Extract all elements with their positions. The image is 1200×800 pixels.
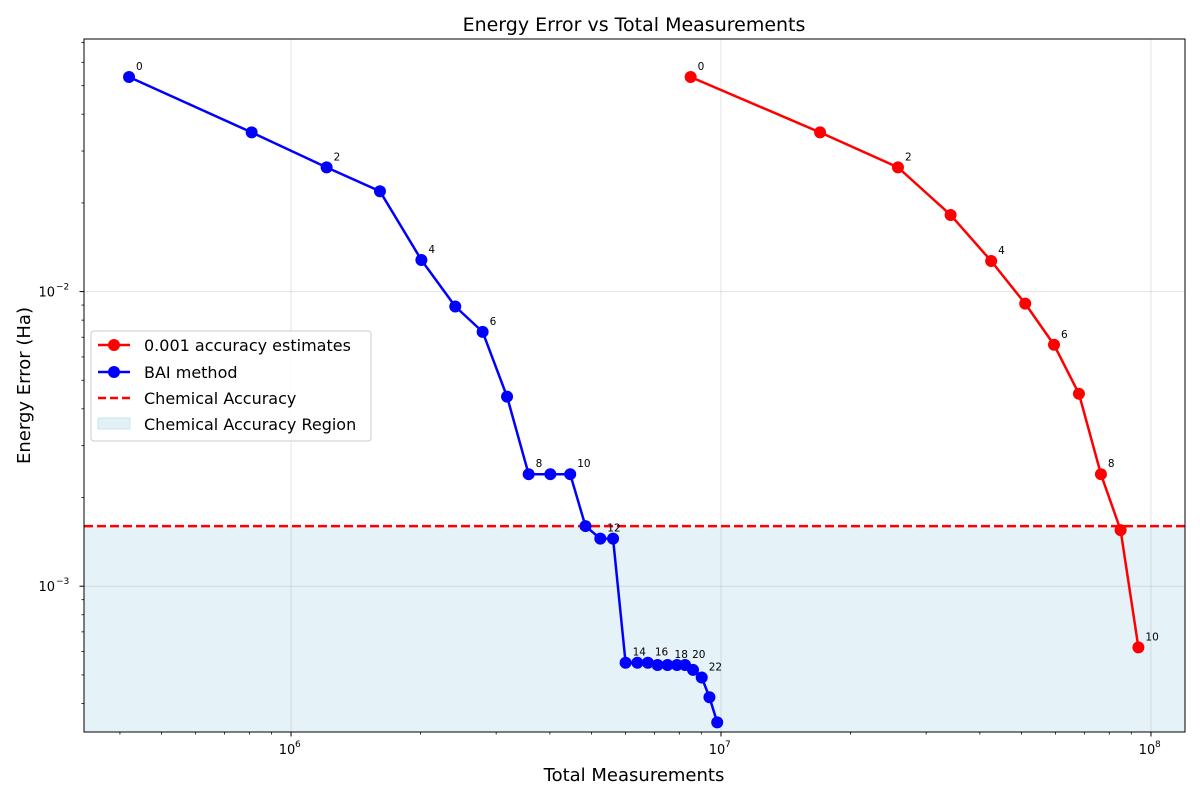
data-point-estimates — [1132, 641, 1145, 654]
point-annotation: 10 — [577, 458, 590, 470]
point-annotation: 8 — [1108, 458, 1115, 470]
y-axis-ticks: 10−310−2 — [38, 42, 84, 704]
data-point-estimates — [1019, 297, 1032, 310]
point-annotation: 4 — [998, 245, 1005, 257]
data-point-bai — [415, 254, 428, 267]
legend-label-bai: BAI method — [144, 363, 238, 382]
y-tick-exponent: −2 — [56, 283, 69, 293]
legend-label-chemical-accuracy: Chemical Accuracy — [144, 389, 296, 408]
y-tick-exponent: −3 — [56, 577, 69, 587]
data-point-estimates — [1114, 524, 1127, 537]
data-point-bai — [449, 300, 462, 313]
point-annotation: 12 — [607, 523, 620, 535]
data-point-estimates — [1048, 338, 1061, 351]
point-annotation: 22 — [709, 661, 722, 673]
legend: 0.001 accuracy estimates BAI method Chem… — [90, 330, 372, 442]
chart-title: Energy Error vs Total Measurements — [463, 14, 806, 36]
data-point-estimates — [944, 208, 957, 221]
point-annotation: 6 — [490, 316, 497, 328]
legend-label-estimates: 0.001 accuracy estimates — [144, 336, 351, 355]
y-tick-label: 10 — [38, 580, 55, 595]
point-annotation: 20 — [692, 649, 705, 661]
data-point-bai — [522, 468, 535, 481]
data-point-estimates — [684, 70, 697, 83]
chemical-accuracy-region — [84, 526, 1185, 732]
x-axis-label: Total Measurements — [543, 765, 725, 786]
legend-marker-blue — [108, 366, 120, 378]
point-annotation: 0 — [698, 61, 705, 73]
point-annotation: 8 — [536, 458, 543, 470]
data-point-bai — [594, 532, 607, 545]
data-point-bai — [245, 126, 258, 139]
data-point-bai — [703, 691, 716, 704]
x-tick-exponent: 7 — [725, 740, 731, 750]
y-axis-label: Energy Error (Ha) — [14, 307, 35, 464]
point-annotation: 4 — [428, 244, 435, 256]
data-point-bai — [687, 663, 700, 676]
point-annotation: 14 — [633, 647, 647, 659]
data-point-bai — [544, 468, 557, 481]
data-point-bai — [476, 325, 489, 338]
axes-frame — [83, 38, 1186, 733]
data-point-bai — [651, 659, 664, 672]
x-tick-label: 10 — [1139, 743, 1156, 758]
data-point-bai — [564, 468, 577, 481]
data-point-bai — [373, 185, 386, 198]
legend-marker-red — [108, 339, 120, 351]
legend-swatch-region — [97, 417, 131, 430]
series-layer — [123, 70, 1145, 729]
data-point-bai — [661, 659, 674, 672]
x-tick-exponent: 6 — [295, 740, 301, 750]
plot-area: 0 2 4 6 8 10 0 2 4 6 8 10 12 14 16 18 20 22 — [83, 38, 1186, 733]
legend-frame — [90, 330, 372, 442]
point-annotation: 6 — [1061, 329, 1068, 341]
data-point-bai — [641, 656, 654, 669]
data-point-estimates — [1072, 387, 1085, 400]
data-point-bai — [711, 716, 724, 729]
data-point-bai — [695, 671, 708, 684]
legend-label-region: Chemical Accuracy Region — [144, 415, 356, 434]
point-annotation: 10 — [1145, 631, 1158, 643]
point-annotation: 2 — [905, 151, 912, 163]
data-point-bai — [501, 390, 514, 403]
data-point-bai — [320, 161, 333, 174]
data-point-bai — [631, 656, 644, 669]
data-point-estimates — [985, 255, 998, 268]
data-point-estimates — [891, 161, 904, 174]
x-tick-label: 10 — [709, 743, 726, 758]
x-tick-exponent: 8 — [1155, 740, 1161, 750]
x-axis-ticks: 10 6 10 7 10 8 — [119, 732, 1161, 758]
grid-layer — [84, 39, 1185, 732]
data-point-bai — [619, 656, 632, 669]
point-annotation: 16 — [655, 647, 669, 659]
point-annotation: 2 — [334, 151, 341, 163]
point-annotation: 18 — [675, 649, 688, 661]
chemical-accuracy-region-layer — [84, 526, 1185, 732]
annotation-layer: 0 2 4 6 8 10 0 2 4 6 8 10 12 14 16 18 20 22 — [136, 61, 1159, 673]
data-point-bai — [579, 520, 592, 533]
x-tick-label: 10 — [279, 743, 296, 758]
data-point-estimates — [1094, 468, 1107, 481]
data-point-bai — [123, 70, 136, 83]
data-point-estimates — [814, 126, 827, 139]
data-point-bai — [607, 532, 620, 545]
point-annotation: 0 — [136, 61, 143, 73]
y-tick-label: 10 — [38, 286, 55, 301]
